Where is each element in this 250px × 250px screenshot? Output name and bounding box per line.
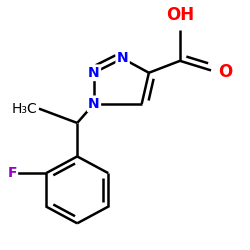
Text: N: N — [88, 97, 100, 111]
Text: O: O — [218, 62, 232, 80]
Text: N: N — [117, 52, 128, 66]
Text: F: F — [8, 166, 18, 180]
Text: N: N — [88, 66, 100, 80]
Text: OH: OH — [166, 6, 194, 24]
Text: H₃C: H₃C — [12, 102, 38, 116]
